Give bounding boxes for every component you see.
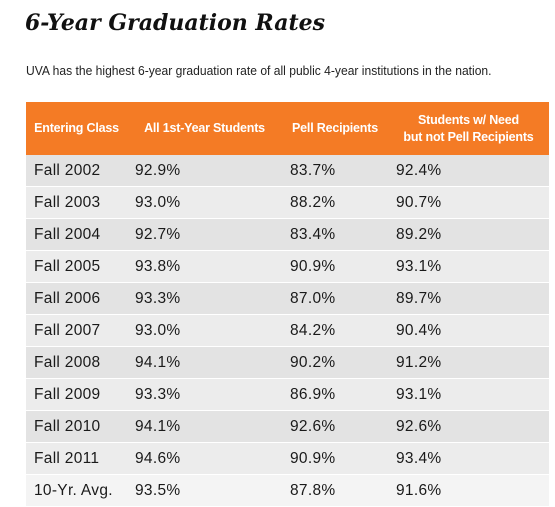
table-row: Fall 2003 93.0% 88.2% 90.7% (26, 186, 549, 219)
column-header-text: but not Pell Recipients (403, 129, 534, 144)
all-first-year-cell: 93.0% (127, 314, 282, 347)
need-not-pell-cell: 93.1% (388, 250, 549, 283)
column-header-all-first-year: All 1st-Year Students (127, 102, 282, 155)
pell-recipients-cell: 87.0% (282, 282, 388, 315)
need-not-pell-cell: 89.2% (388, 218, 549, 251)
entering-class-cell: Fall 2007 (26, 314, 127, 347)
need-not-pell-cell: 93.1% (388, 378, 549, 411)
column-header-need-not-pell: Students w/ Need but not Pell Recipients (388, 102, 549, 155)
entering-class-cell: Fall 2006 (26, 282, 127, 315)
need-not-pell-cell: 90.7% (388, 186, 549, 219)
pell-recipients-cell: 92.6% (282, 410, 388, 443)
pell-recipients-cell: 83.7% (282, 155, 388, 187)
column-header-text: Entering Class (34, 121, 119, 135)
table-row: Fall 2010 94.1% 92.6% 92.6% (26, 410, 549, 443)
need-not-pell-cell: 93.4% (388, 442, 549, 475)
entering-class-cell: Fall 2002 (26, 155, 127, 187)
column-header-text: Students w/ Need (418, 112, 519, 127)
pell-recipients-cell: 88.2% (282, 186, 388, 219)
entering-class-cell: Fall 2008 (26, 346, 127, 379)
page-title: 6-Year Graduation Rates (25, 10, 326, 36)
all-first-year-cell: 93.3% (127, 378, 282, 411)
need-not-pell-cell: 92.4% (388, 155, 549, 187)
table-body: Fall 2002 92.9% 83.7% 92.4% Fall 2003 93.0% 88… (26, 155, 549, 507)
all-first-year-cell: 94.1% (127, 346, 282, 379)
need-not-pell-cell: 91.2% (388, 346, 549, 379)
table-row: Fall 2008 94.1% 90.2% 91.2% (26, 346, 549, 379)
all-first-year-cell: 93.8% (127, 250, 282, 283)
entering-class-cell: 10-Yr. Avg. (26, 474, 127, 507)
table-header-row: Entering Class All 1st-Year Students Pel… (26, 102, 549, 155)
column-header-entering-class: Entering Class (26, 102, 127, 155)
pell-recipients-cell: 90.9% (282, 250, 388, 283)
table-row: Fall 2011 94.6% 90.9% 93.4% (26, 442, 549, 475)
pell-recipients-cell: 90.9% (282, 442, 388, 475)
page-subtitle: UVA has the highest 6-year graduation ra… (26, 63, 492, 78)
table-row: Fall 2007 93.0% 84.2% 90.4% (26, 314, 549, 347)
all-first-year-cell: 93.5% (127, 474, 282, 507)
column-header-text: Pell Recipients (292, 121, 378, 135)
pell-recipients-cell: 90.2% (282, 346, 388, 379)
all-first-year-cell: 92.7% (127, 218, 282, 251)
pell-recipients-cell: 87.8% (282, 474, 388, 507)
table-row: Fall 2009 93.3% 86.9% 93.1% (26, 378, 549, 411)
pell-recipients-cell: 86.9% (282, 378, 388, 411)
table-row: Fall 2002 92.9% 83.7% 92.4% (26, 155, 549, 187)
table-row: Fall 2005 93.8% 90.9% 93.1% (26, 250, 549, 283)
entering-class-cell: Fall 2009 (26, 378, 127, 411)
need-not-pell-cell: 91.6% (388, 474, 549, 507)
all-first-year-cell: 93.3% (127, 282, 282, 315)
entering-class-cell: Fall 2004 (26, 218, 127, 251)
all-first-year-cell: 92.9% (127, 155, 282, 187)
column-header-pell-recipients: Pell Recipients (282, 102, 388, 155)
need-not-pell-cell: 92.6% (388, 410, 549, 443)
entering-class-cell: Fall 2011 (26, 442, 127, 475)
need-not-pell-cell: 89.7% (388, 282, 549, 315)
column-header-text: All 1st-Year Students (144, 121, 265, 135)
all-first-year-cell: 93.0% (127, 186, 282, 219)
all-first-year-cell: 94.6% (127, 442, 282, 475)
entering-class-cell: Fall 2003 (26, 186, 127, 219)
table-row: Fall 2006 93.3% 87.0% 89.7% (26, 282, 549, 315)
all-first-year-cell: 94.1% (127, 410, 282, 443)
pell-recipients-cell: 83.4% (282, 218, 388, 251)
graduation-rates-table: Entering Class All 1st-Year Students Pel… (26, 102, 549, 507)
need-not-pell-cell: 90.4% (388, 314, 549, 347)
entering-class-cell: Fall 2010 (26, 410, 127, 443)
table-row: Fall 2004 92.7% 83.4% 89.2% (26, 218, 549, 251)
entering-class-cell: Fall 2005 (26, 250, 127, 283)
pell-recipients-cell: 84.2% (282, 314, 388, 347)
table-row: 10-Yr. Avg. 93.5% 87.8% 91.6% (26, 474, 549, 507)
